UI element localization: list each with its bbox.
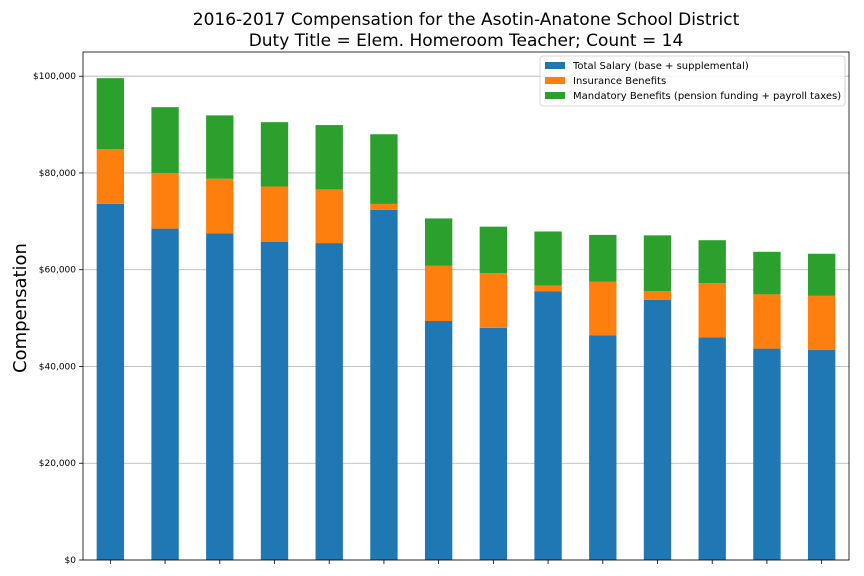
bar-segment-series-3 [807, 253, 836, 296]
legend-label: Mandatory Benefits (pension funding + pa… [573, 91, 841, 102]
y-tick-label: $100,000 [33, 72, 76, 82]
bar-segment-series-1 [424, 320, 453, 560]
bar-segment-series-1 [534, 291, 562, 560]
legend-label: Total Salary (base + supplemental) [572, 61, 749, 72]
bar-segment-series-1 [206, 233, 234, 560]
bar-segment-series-3 [753, 251, 781, 295]
y-tick-label: $60,000 [39, 266, 76, 276]
axes: $0 $20,000 $40,000 $60,000 $80,000 $100,000 [33, 51, 850, 566]
bar-segment-series-2 [206, 178, 234, 234]
bar-segment-series-2 [424, 265, 453, 321]
bar-segment-series-2 [534, 285, 562, 292]
legend: Total Salary (base + supplemental) Insura… [539, 55, 846, 107]
bar-segment-series-2 [589, 281, 617, 336]
legend-box [539, 55, 846, 107]
bar-segment-series-1 [370, 209, 398, 560]
legend-swatch [545, 92, 565, 99]
legend-swatch [545, 62, 565, 69]
y-axis-label: Compensation [10, 243, 31, 373]
bar-segment-series-2 [479, 273, 508, 328]
bar-segment-series-1 [698, 337, 726, 560]
bar-segment-series-3 [206, 115, 234, 179]
bar-segment-series-2 [698, 283, 726, 338]
bar-segment-series-1 [315, 243, 343, 560]
y-tick-label: $0 [65, 556, 77, 566]
legend-label: Insurance Benefits [573, 76, 666, 87]
bars [96, 78, 836, 561]
chart-title-line-1: 2016-2017 Compensation for the Asotin-An… [193, 10, 740, 30]
bar-segment-series-1 [643, 299, 672, 560]
bar-segment-series-3 [151, 107, 179, 173]
bar-segment-series-1 [260, 241, 289, 561]
bar-segment-series-3 [424, 218, 453, 266]
bar-segment-series-2 [315, 189, 343, 244]
bar-segment-series-2 [643, 291, 672, 300]
bar-segment-series-3 [260, 122, 289, 187]
bar-segment-series-1 [151, 228, 179, 561]
bar-segment-series-2 [260, 186, 289, 242]
bar-segment-series-2 [807, 295, 836, 351]
bar-segment-series-1 [753, 348, 781, 560]
bar-segment-series-2 [370, 203, 398, 210]
bar-segment-series-3 [698, 240, 726, 284]
gridlines [83, 75, 849, 561]
bar-segment-series-3 [370, 134, 398, 204]
bar-segment-series-1 [807, 350, 836, 560]
bar-segment-series-3 [315, 125, 343, 190]
bar-segment-series-2 [753, 294, 781, 349]
bar-segment-series-3 [589, 234, 617, 282]
bar-segment-series-1 [96, 203, 125, 560]
bar-segment-series-3 [479, 226, 508, 274]
plot-frame [82, 51, 850, 561]
y-tick-label: $80,000 [39, 169, 76, 179]
y-tick-label: $20,000 [39, 459, 76, 469]
chart-title-line-2: Duty Title = Elem. Homeroom Teacher; Cou… [249, 31, 684, 51]
bar-segment-series-3 [96, 78, 125, 150]
bar-segment-series-1 [479, 327, 508, 560]
bar-segment-series-1 [589, 335, 617, 560]
bar-segment-series-2 [96, 149, 125, 204]
y-tick-label: $40,000 [39, 362, 76, 372]
bar-segment-series-3 [534, 231, 562, 286]
chart-title: 2016-2017 Compensation for the Asotin-An… [193, 10, 740, 51]
legend-swatch [545, 77, 565, 84]
bar-segment-series-3 [643, 235, 672, 292]
bar-segment-series-2 [151, 172, 179, 229]
